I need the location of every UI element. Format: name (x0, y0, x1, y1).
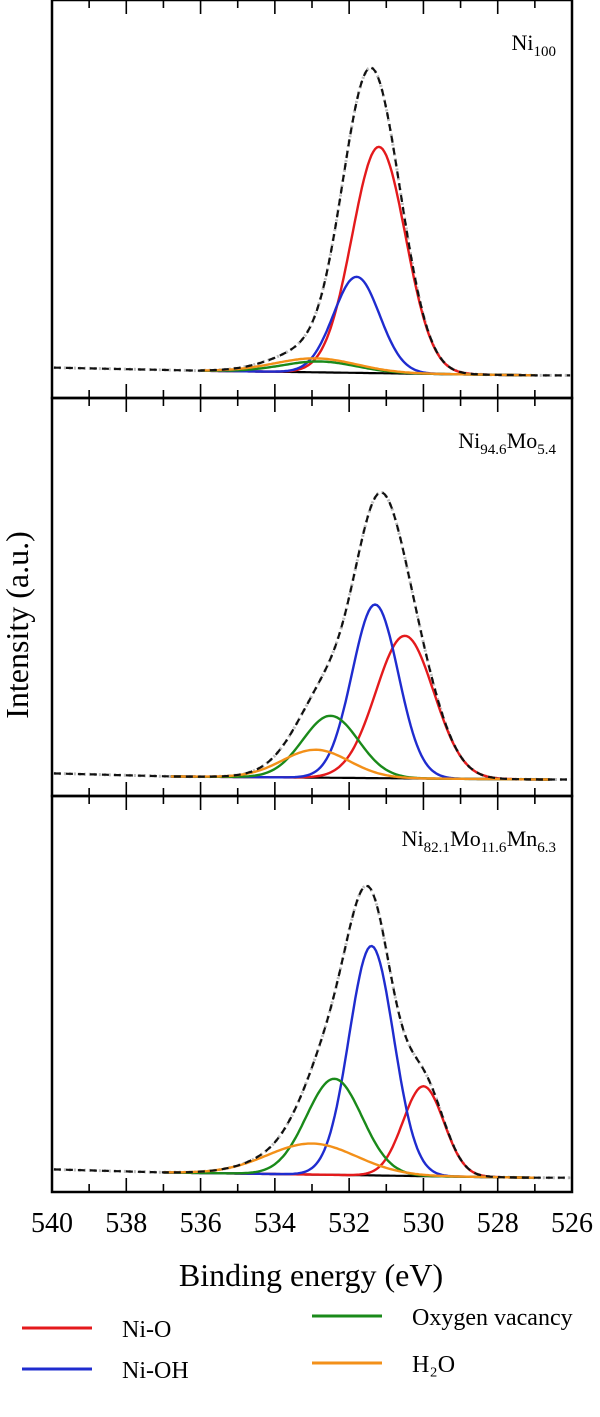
label-subscript: 82.1 (424, 840, 450, 856)
x-tick-label: 532 (328, 1208, 370, 1239)
peak-ni-o (170, 634, 550, 781)
label-subscript: 5.4 (537, 442, 556, 458)
envelope-fit-curve (53, 491, 571, 781)
legend-label: Ni-O (122, 1317, 171, 1343)
label-element: Ni (512, 30, 534, 55)
x-tick-label: 530 (402, 1208, 444, 1239)
legend: Ni-O Ni-OH Oxygen vacancy H₂O (22, 1305, 573, 1384)
panel-1: Ni100 (50, 0, 574, 400)
legend-label: Ni-OH (122, 1358, 189, 1384)
peak-ni-o (163, 1084, 535, 1179)
x-tick-label: 540 (31, 1208, 73, 1239)
x-tick-label: 536 (180, 1208, 222, 1239)
envelope-fit-curve (53, 66, 571, 377)
raw-data-curve (53, 490, 571, 781)
x-tick-label: 538 (105, 1208, 147, 1239)
label-subscript: 100 (534, 44, 557, 60)
peak-ni-o (200, 145, 535, 377)
label-element: Ni (458, 428, 480, 453)
x-tick-label: 526 (551, 1208, 593, 1239)
peak-oxygen-vacancy (163, 1077, 535, 1179)
peak-ni-oh (163, 944, 535, 1179)
panel-2: Ni94.6 Mo5.4 (50, 396, 574, 798)
label-subscript: 94.6 (480, 442, 507, 458)
legend-item: Oxygen vacancy (312, 1305, 573, 1331)
panel-label: Ni100 (512, 30, 557, 60)
legend-label: H₂O (412, 1352, 455, 1378)
panel-3: Ni82.1 Mo11.6 Mn6.3 (50, 794, 574, 1194)
y-axis-label: Intensity (a.u.) (0, 531, 35, 719)
label-subscript: 11.6 (481, 840, 507, 856)
label-element: Ni (402, 826, 424, 851)
panel-frame (50, 0, 574, 400)
x-axis: 540 538 536 534 532 530 528 526 (31, 1208, 593, 1239)
raw-data-curve (53, 65, 571, 377)
x-axis-label: Binding energy (eV) (179, 1257, 443, 1293)
x-tick-label: 534 (254, 1208, 296, 1239)
peak-ni-oh (200, 275, 535, 377)
envelope-fit-curve (53, 884, 571, 1179)
legend-label: Oxygen vacancy (412, 1305, 573, 1331)
legend-item: H₂O (312, 1352, 455, 1378)
panel-label: Ni82.1 Mo11.6 Mn6.3 (402, 826, 556, 856)
legend-item: Ni-O (22, 1317, 171, 1343)
label-element: Mn (507, 826, 538, 851)
peak-oxygen-vacancy (170, 714, 550, 781)
panels-layer: Ni100 Ni94.6 Mo5.4 Ni82.1 Mo11.6 Mn6.3 (50, 0, 574, 1194)
legend-item: Ni-OH (22, 1358, 189, 1384)
panel-label: Ni94.6 Mo5.4 (458, 428, 556, 458)
label-element: Mo (507, 428, 538, 453)
peak-ni-oh (170, 603, 550, 781)
raw-data-curve (53, 884, 571, 1180)
x-tick-label: 528 (477, 1208, 519, 1239)
label-subscript: 6.3 (537, 840, 556, 856)
label-element: Mo (450, 826, 481, 851)
peak-h-o (200, 357, 535, 377)
